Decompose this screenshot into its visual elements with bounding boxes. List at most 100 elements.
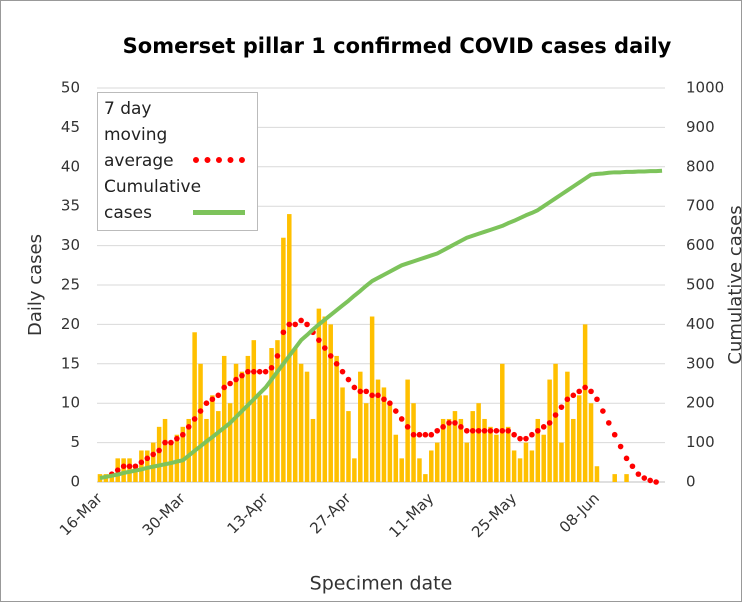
avg-dot [387, 400, 393, 407]
bar [405, 379, 410, 482]
y-tick-label: 45 [61, 118, 80, 136]
y2-tick-label: 1000 [686, 79, 724, 97]
bar [571, 418, 576, 482]
bar [251, 340, 257, 482]
avg-dot [534, 427, 541, 434]
avg-dot [398, 416, 405, 422]
y-tick-label: 20 [61, 315, 80, 333]
bar [186, 418, 191, 482]
bar [121, 458, 126, 482]
bar [624, 474, 629, 482]
bar [287, 214, 292, 482]
legend-item: Cumulative cases [104, 174, 253, 226]
avg-dot [629, 463, 636, 470]
avg-dot [120, 463, 127, 470]
y2-tick-label: 800 [686, 157, 715, 175]
avg-dot [233, 376, 239, 383]
avg-dot [138, 459, 145, 466]
avg-dot [416, 431, 423, 438]
bar [399, 458, 404, 482]
bar [292, 348, 298, 482]
y-tick-label: 0 [70, 473, 80, 491]
avg-dot [481, 427, 488, 434]
bar [393, 434, 399, 482]
avg-dot [132, 463, 139, 470]
avg-dot [268, 364, 275, 371]
bar [381, 387, 387, 482]
bar [156, 426, 162, 482]
avg-dot [576, 388, 583, 395]
bar [470, 411, 475, 482]
bar [612, 474, 617, 482]
y-tick-label: 40 [61, 157, 80, 175]
bar [553, 363, 558, 482]
avg-dot [203, 400, 210, 407]
x-axis-label: Specimen date [310, 573, 453, 595]
bar [476, 403, 481, 482]
avg-dot [197, 408, 204, 414]
avg-dot [428, 431, 435, 438]
bar [511, 450, 517, 482]
bar [452, 411, 458, 482]
avg-dot [452, 420, 458, 426]
avg-dot [605, 420, 612, 426]
bar [216, 411, 221, 482]
bar [547, 379, 552, 482]
bar [429, 450, 434, 482]
bar [464, 442, 470, 482]
avg-dot [114, 467, 121, 473]
avg-dot [611, 431, 618, 438]
avg-dot [404, 424, 411, 430]
bar [494, 434, 499, 482]
bar [352, 458, 357, 482]
avg-dot [292, 321, 299, 328]
bar [417, 458, 422, 482]
y-axis-label: Daily cases [25, 234, 46, 336]
y2-tick-label: 500 [686, 276, 715, 294]
avg-dot [588, 388, 594, 395]
bar [334, 355, 339, 482]
y-tick-label: 35 [61, 197, 80, 215]
y2-tick-label: 200 [686, 394, 715, 412]
avg-dot [209, 396, 216, 403]
y2-tick-label: 100 [686, 433, 715, 451]
avg-dot [333, 361, 340, 367]
avg-dot [434, 427, 441, 434]
legend-swatch [193, 210, 245, 215]
bar [375, 379, 381, 482]
bar [109, 474, 115, 482]
bar [304, 371, 310, 482]
bar [192, 332, 197, 482]
avg-dot [499, 427, 506, 434]
avg-dot [493, 427, 500, 434]
avg-dot [558, 404, 565, 410]
avg-dot [280, 329, 287, 336]
avg-dot [623, 455, 630, 462]
bar [162, 418, 168, 482]
avg-dot [162, 439, 168, 446]
bar [535, 418, 541, 482]
avg-dot [617, 443, 624, 450]
y2-tick-label: 700 [686, 197, 715, 215]
bar [529, 450, 535, 482]
avg-dot [546, 420, 553, 426]
bar [440, 418, 446, 482]
avg-dot [245, 368, 251, 375]
bar [139, 450, 144, 482]
bar [588, 403, 594, 482]
avg-dot [262, 368, 269, 375]
bar [387, 403, 393, 482]
bar [174, 434, 180, 482]
y-tick-label: 5 [70, 433, 80, 451]
bar [257, 395, 262, 482]
bar [298, 363, 304, 482]
bar [363, 403, 369, 482]
avg-dot [174, 435, 180, 442]
avg-dot [552, 412, 559, 418]
avg-dot [594, 396, 600, 403]
avg-dot [641, 475, 648, 481]
avg-dot [570, 392, 577, 399]
y2-tick-label: 600 [686, 236, 715, 254]
bar [517, 458, 523, 482]
